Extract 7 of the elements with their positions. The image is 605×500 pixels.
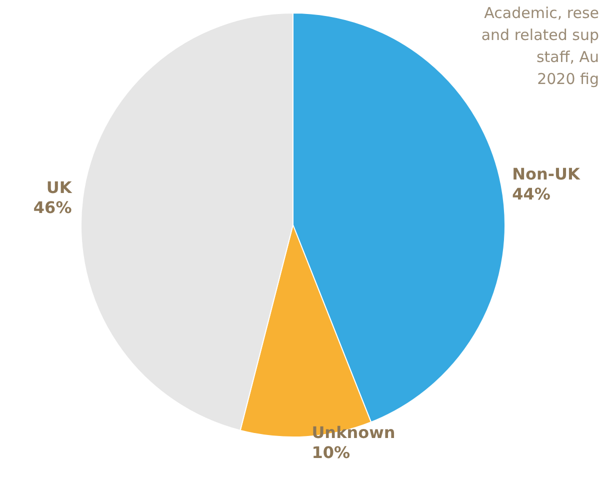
data-label: 44% bbox=[512, 184, 550, 204]
data-label: 10% bbox=[312, 443, 350, 462]
text: Academic, rese and related sup staff, Au 2020 fig bbox=[481, 4, 599, 88]
slice-label: Non-UK bbox=[512, 164, 581, 184]
data-label: 46% bbox=[33, 198, 72, 218]
slice-label: UK bbox=[46, 178, 72, 198]
slice-label: Unknown bbox=[312, 423, 396, 442]
